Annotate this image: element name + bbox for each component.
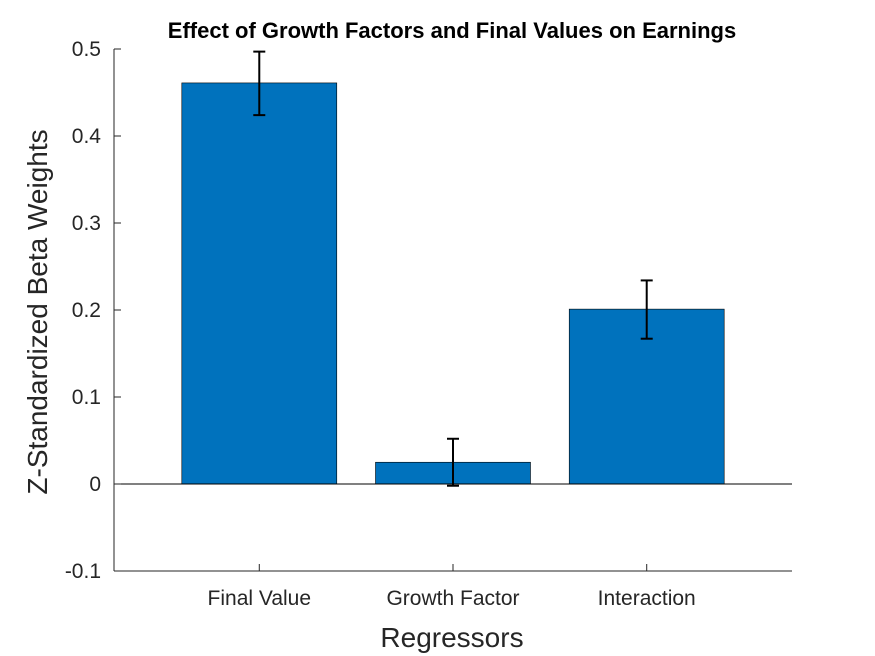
x-tick-label: Interaction bbox=[598, 587, 696, 610]
y-tick-label: 0 bbox=[89, 473, 101, 496]
x-tick-label: Final Value bbox=[208, 587, 312, 610]
bars-layer bbox=[181, 50, 725, 487]
x-tick-label: Growth Factor bbox=[386, 587, 519, 610]
error-bar bbox=[640, 279, 653, 340]
y-tick-label: 0.5 bbox=[72, 38, 101, 61]
y-tick-label: -0.1 bbox=[65, 560, 101, 583]
x-axis-label: Regressors bbox=[380, 622, 523, 653]
y-tick-label: 0.4 bbox=[72, 125, 102, 148]
chart-title: Effect of Growth Factors and Final Value… bbox=[168, 18, 736, 43]
y-tick-label: 0.3 bbox=[72, 212, 101, 235]
ticks-layer: -0.1 0 0.1 0.2 0.3 0.4 0.5 Final Value Growth Fa… bbox=[65, 38, 696, 610]
y-axis-label: Z-Standardized Beta Weights bbox=[22, 129, 53, 494]
y-tick-label: 0.2 bbox=[72, 299, 101, 322]
error-bar bbox=[447, 437, 459, 487]
error-bar bbox=[253, 50, 266, 117]
y-tick-label: 0.1 bbox=[72, 386, 101, 409]
bar-final-value bbox=[181, 82, 338, 485]
